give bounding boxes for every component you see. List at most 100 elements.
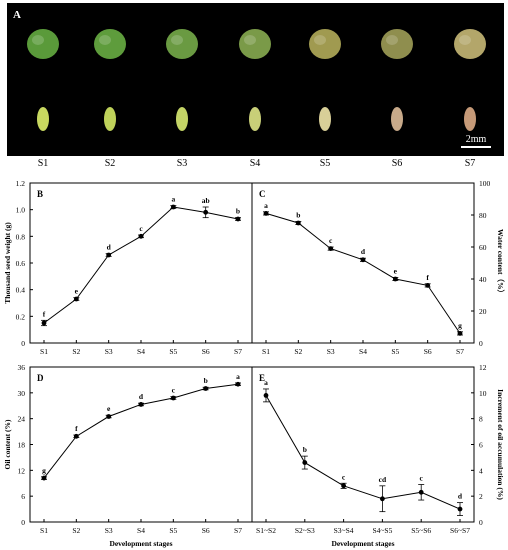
seed bbox=[249, 107, 261, 131]
significance-letter: c bbox=[342, 472, 346, 481]
seed-photograph-panel: A 2mm bbox=[7, 3, 504, 156]
stage-label: S7 bbox=[464, 158, 476, 169]
x-tick-label: S1 bbox=[262, 347, 270, 356]
chart-panel-c: C S1 S2 S3 S4 S5 S6 S7 0 20 40 60 80 100 Water content… bbox=[251, 180, 506, 356]
data-point bbox=[457, 506, 463, 512]
stage-label: S4 bbox=[249, 158, 261, 169]
significance-letter: a bbox=[236, 372, 240, 381]
plot-frame bbox=[29, 182, 253, 344]
y-tick-label: 0.8 bbox=[16, 232, 26, 241]
x-tick-label: S3 bbox=[105, 526, 113, 535]
y-axis-label: Increment of oil accumulation (%) bbox=[496, 389, 505, 500]
y-tick-label: 20 bbox=[479, 307, 487, 316]
significance-letter: e bbox=[394, 266, 398, 275]
x-tick-label: S7 bbox=[234, 347, 242, 356]
y-tick-label: 6 bbox=[21, 492, 25, 501]
data-point bbox=[302, 460, 308, 465]
significance-letter: f bbox=[75, 424, 78, 433]
y-axis-label: Thousand seed weight (g) bbox=[3, 222, 12, 304]
seed-pod-highlight bbox=[386, 35, 398, 45]
seed bbox=[319, 107, 331, 131]
stage-label-row: S1 S2 S3 S4 S5 S6 S7 bbox=[0, 158, 508, 178]
y-tick-label: 40 bbox=[479, 275, 487, 284]
x-tick-label: S6 bbox=[202, 526, 210, 535]
y-tick-label: 36 bbox=[18, 363, 26, 372]
data-point bbox=[457, 331, 463, 336]
data-point bbox=[328, 246, 334, 251]
seed bbox=[37, 107, 49, 131]
y-tick-label: 4 bbox=[479, 466, 483, 475]
x-tick-label: S2 bbox=[72, 526, 80, 535]
y-tick-label: 30 bbox=[18, 389, 26, 398]
seed-pod-row bbox=[27, 29, 486, 59]
seed-pod bbox=[309, 29, 341, 59]
seed-pod bbox=[239, 29, 271, 59]
y-tick-label: 0 bbox=[479, 339, 483, 348]
seed bbox=[391, 107, 403, 131]
y-tick-label: 0.4 bbox=[16, 286, 26, 295]
seed-pod-highlight bbox=[171, 35, 183, 45]
x-tick-label: S7 bbox=[456, 347, 464, 356]
data-point bbox=[41, 475, 47, 481]
y-tick-label: 0.6 bbox=[16, 259, 26, 268]
chart-panel-e: E S1~S2 S2~S3 S3~S4 S4~S5 S5~S6 S6~S7 0 2 4 6 8 10 12… bbox=[251, 363, 505, 548]
y-tick-label: 60 bbox=[479, 243, 487, 252]
data-point bbox=[360, 257, 366, 263]
series-line bbox=[265, 212, 461, 334]
seed-pod bbox=[381, 29, 413, 59]
y-tick-label: 0.2 bbox=[16, 312, 26, 321]
data-point bbox=[106, 252, 112, 258]
data-point bbox=[295, 220, 301, 226]
significance-letter: a bbox=[264, 378, 268, 387]
stage-label: S6 bbox=[391, 158, 403, 169]
x-tick-label: S1 bbox=[40, 347, 48, 356]
panel-label: B bbox=[37, 189, 43, 199]
significance-letter: c bbox=[139, 224, 143, 233]
significance-letter: b bbox=[303, 445, 307, 454]
seed-pod-highlight bbox=[99, 35, 111, 45]
data-point bbox=[425, 283, 431, 288]
x-tick-label: S3~S4 bbox=[334, 526, 354, 535]
data-point bbox=[203, 386, 209, 391]
line-charts-panels: B S1 S2 S3 S4 S5 S6 S7 0 0.2 0.4 0.6 0.8 1.0 1.2 Thousa… bbox=[3, 180, 506, 548]
x-tick-label: S2~S3 bbox=[295, 526, 315, 535]
significance-letter: g bbox=[42, 466, 46, 475]
significance-letter: c bbox=[172, 386, 176, 395]
y-tick-label: 10 bbox=[479, 389, 487, 398]
x-tick-label: S5~S6 bbox=[411, 526, 431, 535]
plot-frame bbox=[251, 182, 475, 344]
x-tick-label: S4 bbox=[137, 347, 145, 356]
data-point bbox=[392, 276, 398, 282]
data-point bbox=[73, 296, 79, 302]
panel-label: C bbox=[259, 189, 266, 199]
x-tick-label: S1 bbox=[40, 526, 48, 535]
significance-letter: d bbox=[139, 392, 144, 401]
significance-letter: b bbox=[236, 207, 240, 216]
y-tick-label: 1.2 bbox=[16, 180, 26, 188]
data-point bbox=[73, 433, 79, 439]
data-point bbox=[138, 233, 144, 239]
data-point bbox=[263, 211, 269, 216]
seed bbox=[464, 107, 476, 131]
significance-letter: e bbox=[107, 404, 111, 413]
significance-letter: d bbox=[107, 243, 112, 252]
data-point bbox=[380, 496, 385, 502]
data-point bbox=[106, 414, 112, 419]
x-tick-label: S3 bbox=[105, 347, 113, 356]
y-tick-label: 8 bbox=[479, 415, 483, 424]
significance-letter: c bbox=[329, 236, 333, 245]
x-tick-label: S2 bbox=[72, 347, 80, 356]
seed-row bbox=[37, 107, 476, 131]
x-tick-label: S6 bbox=[202, 347, 210, 356]
significance-letter: c bbox=[420, 474, 424, 483]
y-tick-label: 0 bbox=[21, 518, 25, 527]
x-tick-label: S7 bbox=[234, 526, 242, 535]
y-tick-label: 100 bbox=[479, 180, 491, 188]
x-tick-label: S6~S7 bbox=[450, 526, 470, 535]
panel-a-label: A bbox=[13, 9, 21, 21]
seed bbox=[176, 107, 188, 131]
y-tick-label: 0 bbox=[21, 339, 25, 348]
seed-pod bbox=[166, 29, 198, 59]
y-axis-label: Oil content (%) bbox=[3, 419, 12, 469]
seed bbox=[104, 107, 116, 131]
